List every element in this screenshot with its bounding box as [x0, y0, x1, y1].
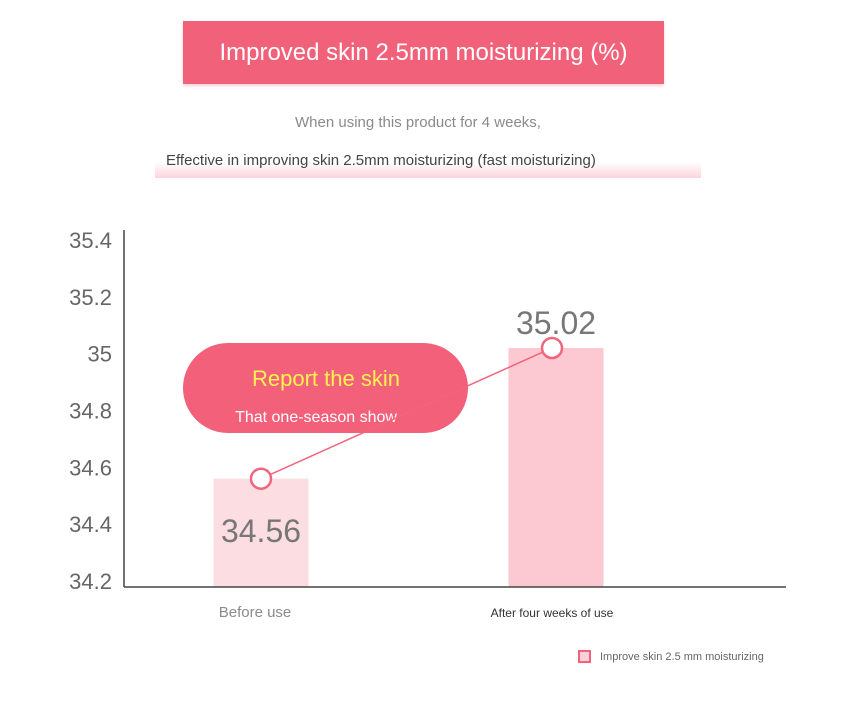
y-axis-ticks: 34.2 34.4 34.6 34.8 35 35.2 35.4 [69, 228, 112, 594]
x-axis-labels: Before use After four weeks of use [219, 604, 614, 621]
y-tick-label: 34.6 [69, 455, 112, 480]
legend: Improve skin 2.5 mm moisturizing [578, 650, 764, 663]
y-tick-label: 34.2 [69, 569, 112, 594]
callout-title: Report the skin [252, 366, 400, 391]
x-tick-label: After four weeks of use [491, 606, 614, 620]
y-tick-label: 35 [88, 342, 112, 367]
y-tick-label: 35.2 [69, 285, 112, 310]
trend-line [260, 347, 553, 480]
data-labels: 34.56 35.02 [221, 305, 596, 549]
report-callout: Report the skin That one-season show [183, 343, 468, 433]
callout-pill [183, 343, 468, 433]
chart-title-banner: Improved skin 2.5mm moisturizing (%) [183, 21, 664, 84]
data-label: 35.02 [516, 305, 596, 341]
trend-marker [249, 467, 273, 490]
bar [508, 347, 604, 587]
bars [213, 347, 604, 587]
trend-overlay [249, 336, 564, 490]
callout-subtitle: That one-season show [235, 409, 397, 426]
legend-swatch [578, 650, 591, 663]
chart-title: Improved skin 2.5mm moisturizing (%) [219, 38, 628, 66]
y-tick-label: 35.4 [69, 228, 112, 253]
bar [213, 478, 309, 587]
subtitle-highlight: Effective in improving skin 2.5mm moistu… [155, 152, 701, 178]
subtitle-line-1: When using this product for 4 weeks, [295, 114, 541, 131]
subtitle-line-2: Effective in improving skin 2.5mm moistu… [166, 152, 596, 169]
legend-label: Improve skin 2.5 mm moisturizing [600, 650, 764, 663]
y-tick-label: 34.8 [69, 399, 112, 424]
data-label: 34.56 [221, 513, 301, 549]
y-tick-label: 34.4 [69, 512, 112, 537]
trend-marker [540, 336, 564, 360]
x-tick-label: Before use [219, 604, 292, 621]
